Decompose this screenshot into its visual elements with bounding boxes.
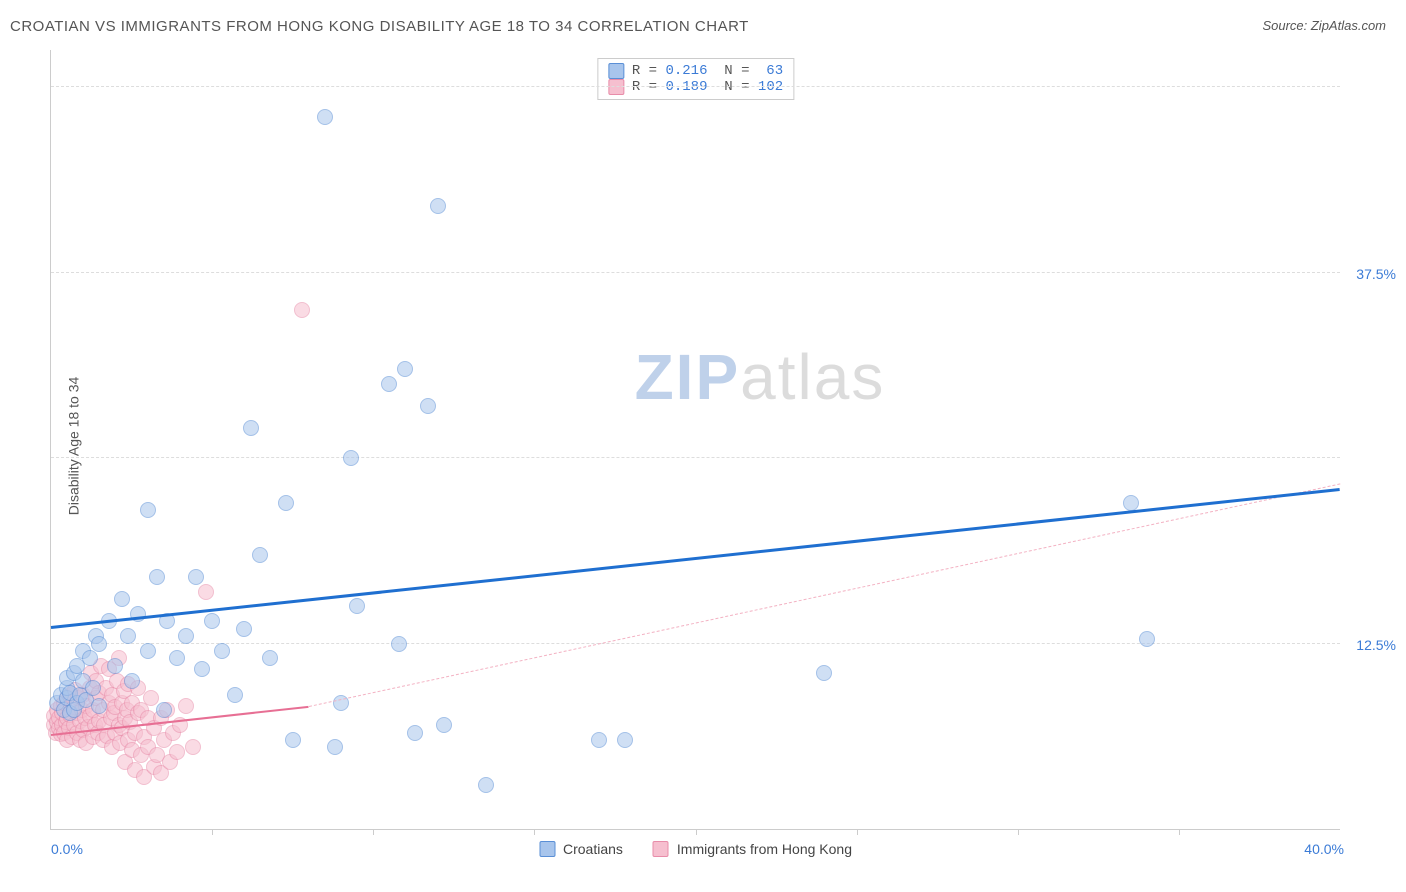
data-point [188,569,204,585]
y-tick-label: 12.5% [1356,637,1396,653]
legend-item-series-a: Croatians [539,841,623,857]
data-point [149,569,165,585]
data-point [82,650,98,666]
data-point [178,698,194,714]
watermark-part2: atlas [740,341,885,413]
legend-swatch-series-a [608,63,624,79]
legend-row-series-a: R = 0.216 N = 63 [608,63,783,79]
data-point [407,725,423,741]
data-point [169,744,185,760]
data-point [204,613,220,629]
data-point [185,739,201,755]
x-tick-label: 40.0% [1304,841,1344,857]
x-tick [696,829,697,835]
watermark-part1: ZIP [635,341,741,413]
data-point [140,643,156,659]
data-point [1123,495,1139,511]
data-point [278,495,294,511]
watermark: ZIPatlas [635,340,886,414]
data-point [617,732,633,748]
data-point [243,420,259,436]
data-point [317,109,333,125]
gridline-h [51,457,1340,458]
data-point [381,376,397,392]
data-point [236,621,252,637]
data-point [107,658,123,674]
data-point [397,361,413,377]
x-tick [373,829,374,835]
legend-swatch-series-b-icon [653,841,669,857]
data-point [85,680,101,696]
data-point [294,302,310,318]
y-tick-label: 37.5% [1356,266,1396,282]
data-point [178,628,194,644]
data-point [169,650,185,666]
data-point [91,698,107,714]
data-point [285,732,301,748]
data-point [140,502,156,518]
data-point [349,598,365,614]
data-point [478,777,494,793]
chart-title: CROATIAN VS IMMIGRANTS FROM HONG KONG DI… [10,18,749,35]
legend-item-series-b: Immigrants from Hong Kong [653,841,852,857]
legend-label-series-a: Croatians [563,841,623,857]
trend-line [51,488,1340,629]
gridline-h [51,86,1340,87]
x-tick [1018,829,1019,835]
data-point [252,547,268,563]
data-point [120,628,136,644]
data-point [227,687,243,703]
data-point [143,690,159,706]
legend-n-a: 63 [766,63,783,79]
data-point [124,673,140,689]
data-point [194,661,210,677]
data-point [262,650,278,666]
data-point [816,665,832,681]
x-tick-label: 0.0% [51,841,83,857]
scatter-plot-area: ZIPatlas R = 0.216 N = 63 R = 0.189 N = … [50,50,1340,830]
x-tick [534,829,535,835]
data-point [327,739,343,755]
data-point [91,636,107,652]
legend-label-series-b: Immigrants from Hong Kong [677,841,852,857]
data-point [436,717,452,733]
data-point [1139,631,1155,647]
series-legend: Croatians Immigrants from Hong Kong [539,841,852,857]
data-point [591,732,607,748]
x-tick [857,829,858,835]
source-attribution: Source: ZipAtlas.com [1262,18,1386,33]
x-tick [1179,829,1180,835]
legend-swatch-series-a-icon [539,841,555,857]
gridline-h [51,272,1340,273]
data-point [156,702,172,718]
x-tick [212,829,213,835]
data-point [343,450,359,466]
data-point [214,643,230,659]
data-point [430,198,446,214]
data-point [198,584,214,600]
legend-r-a: 0.216 [665,63,707,79]
data-point [114,591,130,607]
data-point [391,636,407,652]
stats-legend: R = 0.216 N = 63 R = 0.189 N = 102 [597,58,794,100]
data-point [420,398,436,414]
